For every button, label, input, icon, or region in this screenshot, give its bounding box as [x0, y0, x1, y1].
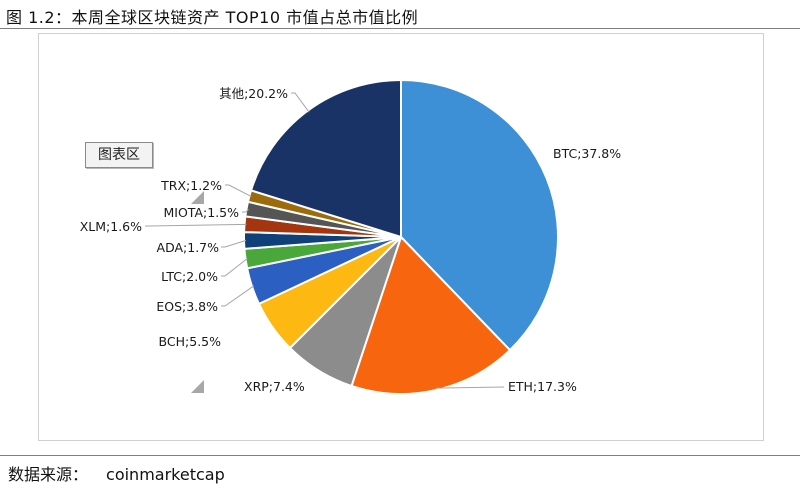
- data-label-XLM: XLM;1.6%: [80, 219, 142, 234]
- leader-line-MIOTA: [242, 209, 249, 213]
- source-value: coinmarketcap: [106, 465, 225, 484]
- leader-line-其他: [291, 92, 310, 113]
- leader-line-ETH: [435, 386, 505, 389]
- source-label: 数据来源：: [8, 465, 89, 484]
- data-label-其他: 其他;20.2%: [219, 86, 288, 101]
- leader-line-EOS: [221, 285, 255, 307]
- pie-slice-ETH[interactable]: [350, 235, 512, 395]
- chart-area-label[interactable]: 图表区: [85, 142, 153, 168]
- leader-line-TRX: [225, 184, 252, 198]
- resize-handle-bottom[interactable]: [191, 380, 204, 393]
- data-label-ADA: ADA;1.7%: [157, 240, 220, 255]
- figure-title: 图 1.2：本周全球区块链资产 TOP10 市值占总市值比例: [6, 8, 419, 27]
- pie-chart: BTC;37.8% ETH;17.3% XRP;7.4% BCH;5.5% EOS;3.…: [80, 78, 621, 395]
- data-label-BTC: BTC;37.8%: [553, 146, 621, 161]
- data-label-BCH: BCH;5.5%: [159, 334, 222, 349]
- data-label-ETH: ETH;17.3%: [508, 379, 577, 394]
- leader-line-ADA: [221, 239, 247, 248]
- resize-handle-top[interactable]: [191, 191, 204, 204]
- data-label-TRX: TRX;1.2%: [160, 178, 222, 193]
- pie-slice-BTC[interactable]: [400, 78, 559, 352]
- data-label-MIOTA: MIOTA;1.5%: [164, 205, 240, 220]
- footer-divider: [0, 455, 800, 456]
- source-note: 数据来源： coinmarketcap: [8, 461, 225, 485]
- leader-line-LTC: [221, 257, 248, 277]
- leader-line-XLM: [145, 223, 247, 227]
- chart-area[interactable]: BTC;37.8% ETH;17.3% XRP;7.4% BCH;5.5% EOS;3.…: [38, 33, 764, 441]
- title-divider: [0, 28, 800, 29]
- data-label-EOS: EOS;3.8%: [156, 299, 218, 314]
- data-label-XRP: XRP;7.4%: [244, 379, 305, 394]
- data-label-LTC: LTC;2.0%: [161, 269, 218, 284]
